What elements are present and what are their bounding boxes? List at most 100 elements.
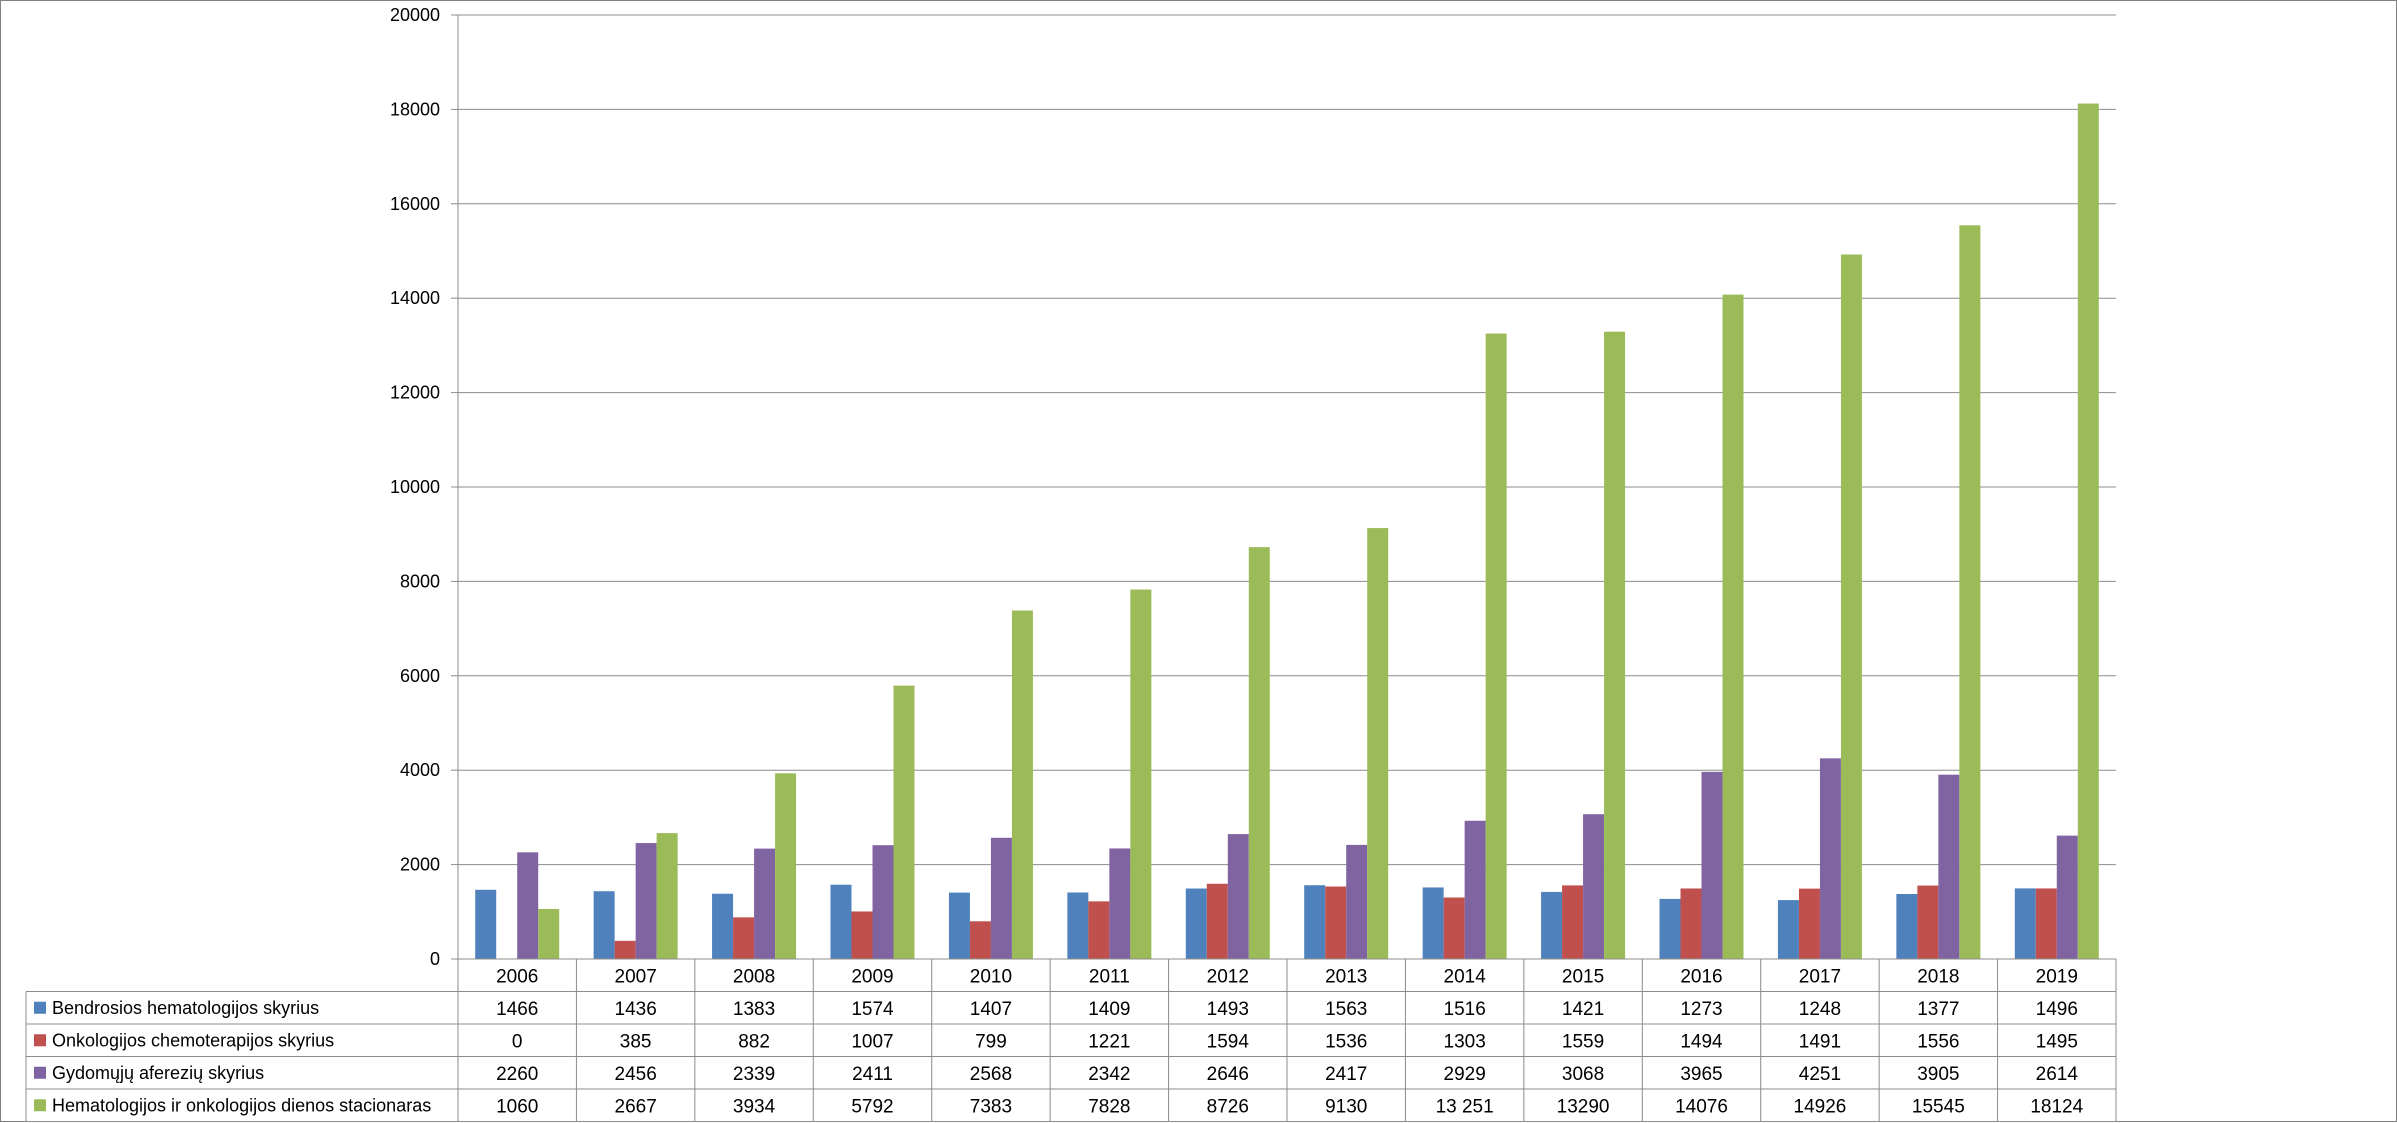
table-value: 13 251 — [1436, 1096, 1494, 1117]
bar — [614, 940, 636, 959]
table-value: 1248 — [1799, 999, 1841, 1020]
table-value: 1007 — [851, 1031, 893, 1052]
table-value: 1060 — [496, 1096, 538, 1117]
bar — [475, 889, 497, 959]
table-value: 13290 — [1557, 1096, 1610, 1117]
bar — [1464, 820, 1486, 959]
table-value: 1303 — [1444, 1031, 1486, 1052]
table-value: 3068 — [1562, 1064, 1604, 1085]
bar — [1896, 894, 1918, 959]
bar — [1346, 844, 1368, 959]
table-value: 15545 — [1912, 1096, 1965, 1117]
legend-key — [34, 1034, 46, 1047]
table-value: 2342 — [1088, 1064, 1130, 1085]
y-axis: 0 2000 4000 6000 8000 10000 12000 14000 16000 180… — [390, 5, 459, 969]
bar — [1959, 225, 1981, 959]
table-value: 1516 — [1444, 999, 1486, 1020]
table-value: 1559 — [1562, 1031, 1604, 1052]
table-value: 1407 — [970, 999, 1012, 1020]
bar — [1777, 900, 1799, 959]
table-value: 882 — [738, 1031, 770, 1052]
category-label: 2013 — [1325, 966, 1367, 987]
category-label: 2009 — [851, 966, 893, 987]
legend-key — [34, 1099, 46, 1112]
category-label: 2019 — [2036, 966, 2078, 987]
bar — [593, 891, 615, 959]
table-value: 2417 — [1325, 1064, 1367, 1085]
table-value: 18124 — [2030, 1096, 2083, 1117]
table-value: 1421 — [1562, 999, 1604, 1020]
bar — [733, 917, 755, 959]
table-value: 1556 — [1917, 1031, 1959, 1052]
y-tick-label: 14000 — [390, 288, 440, 308]
table-value: 2411 — [852, 1064, 893, 1085]
bar — [2056, 835, 2078, 959]
table-value: 14076 — [1675, 1096, 1728, 1117]
bar — [830, 884, 852, 959]
y-tick-label: 16000 — [390, 194, 440, 214]
bar — [1206, 883, 1228, 959]
bar — [1248, 547, 1270, 959]
bars — [475, 103, 2099, 960]
bar — [1798, 888, 1820, 959]
table-value: 385 — [620, 1031, 652, 1052]
y-tick-label: 6000 — [400, 666, 440, 686]
table-value: 2667 — [615, 1096, 657, 1117]
table-value: 4251 — [1799, 1064, 1841, 1085]
table-value: 14926 — [1794, 1096, 1847, 1117]
table-value: 1377 — [1917, 999, 1959, 1020]
table-value: 3905 — [1917, 1064, 1959, 1085]
category-label: 2008 — [733, 966, 775, 987]
table-value: 1574 — [851, 999, 894, 1020]
y-tick-label: 10000 — [390, 477, 440, 497]
table-value: 7828 — [1088, 1096, 1130, 1117]
table-value: 5792 — [851, 1096, 893, 1117]
bar — [1701, 771, 1723, 959]
bar — [1819, 758, 1841, 959]
table-value: 2646 — [1207, 1064, 1249, 1085]
y-tick-label: 2000 — [400, 855, 440, 875]
category-label: 2010 — [970, 966, 1012, 987]
table-value: 1383 — [733, 999, 775, 1020]
bar — [656, 833, 678, 959]
bar — [2014, 888, 2036, 959]
bar — [1722, 294, 1744, 959]
table-value: 2614 — [2036, 1064, 2079, 1085]
bar — [969, 921, 991, 959]
y-tick-label: 8000 — [400, 571, 440, 591]
table-value: 7383 — [970, 1096, 1012, 1117]
bar — [1443, 897, 1465, 959]
bar — [1088, 901, 1110, 959]
bar — [1185, 888, 1207, 959]
table-value: 1496 — [2036, 999, 2078, 1020]
table-value: 1273 — [1680, 999, 1722, 1020]
y-tick-label: 4000 — [400, 760, 440, 780]
table-value: 799 — [975, 1031, 1007, 1052]
category-label: 2016 — [1680, 966, 1722, 987]
table-value: 9130 — [1325, 1096, 1367, 1117]
bar — [538, 908, 560, 959]
category-label: 2011 — [1089, 966, 1130, 987]
bar — [1422, 887, 1444, 959]
bar — [1367, 528, 1389, 959]
bar — [1011, 610, 1033, 959]
bar — [1304, 885, 1326, 959]
y-tick-label: 18000 — [390, 99, 440, 119]
category-label: 2017 — [1799, 966, 1841, 987]
table-value: 2929 — [1444, 1064, 1486, 1085]
bar — [1325, 886, 1347, 959]
table-value: 3934 — [733, 1096, 776, 1117]
table-value: 1221 — [1088, 1031, 1130, 1052]
table-value: 1563 — [1325, 999, 1367, 1020]
bar — [1680, 888, 1702, 959]
bar — [1938, 774, 1960, 959]
category-label: 2012 — [1207, 966, 1249, 987]
bar — [1227, 834, 1249, 959]
y-tick-label: 0 — [430, 949, 440, 969]
table-value: 1409 — [1088, 999, 1130, 1020]
legend-key — [34, 1001, 46, 1014]
bar — [1130, 589, 1152, 959]
bar — [712, 893, 734, 959]
